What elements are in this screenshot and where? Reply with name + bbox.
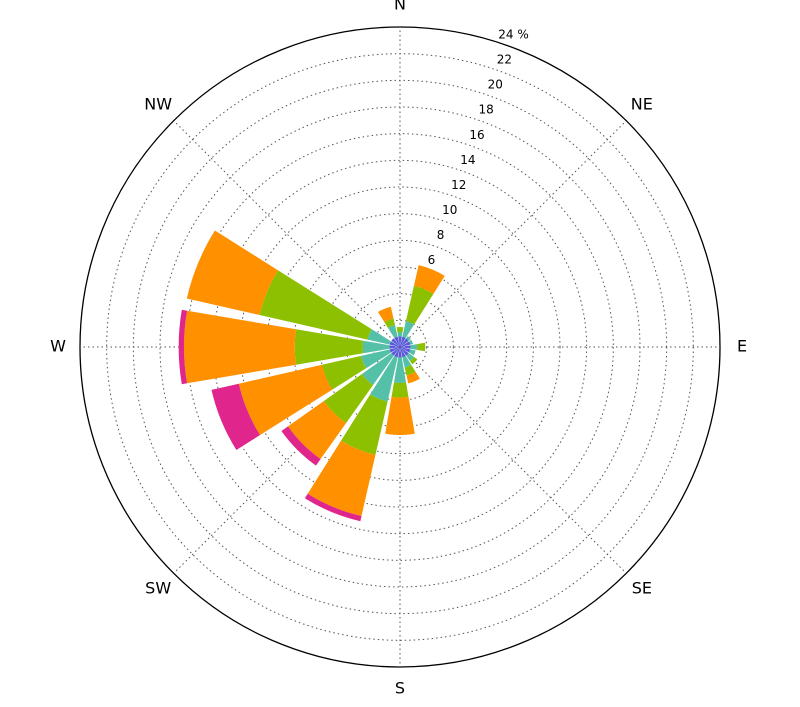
- wind-bar: [211, 383, 261, 450]
- wind-bar: [406, 353, 415, 362]
- wind-bar: [389, 347, 400, 353]
- wind-bar: [183, 310, 297, 384]
- wind-bar: [321, 355, 367, 390]
- wind-bar: [391, 347, 400, 356]
- wind-bar: [294, 329, 364, 365]
- wind-bar: [361, 353, 394, 386]
- wind-bar: [362, 340, 390, 354]
- wind-bar: [238, 364, 333, 436]
- wind-bar: [400, 347, 409, 356]
- wind-bar: [409, 349, 416, 356]
- wind-bar: [186, 230, 279, 316]
- wind-bar: [413, 265, 445, 294]
- wind-bar: [370, 356, 398, 402]
- r-tick-label: 22: [497, 53, 512, 67]
- angular-grid-line: [399, 120, 627, 348]
- wind-bar: [410, 357, 418, 365]
- r-tick-label: 16: [469, 128, 484, 142]
- r-tick-label: 24 %: [498, 28, 529, 42]
- wind-bar: [410, 344, 418, 350]
- wind-bar: [367, 329, 391, 345]
- r-tick-label: 14: [460, 153, 475, 167]
- wind-bar: [323, 373, 374, 424]
- wind-bar: [400, 347, 406, 358]
- wind-bar: [406, 371, 420, 384]
- wind-bar: [404, 365, 416, 376]
- grid-ring: [186, 133, 614, 561]
- wind-bar: [409, 339, 414, 345]
- wind-bar: [389, 341, 400, 347]
- wind-bar: [384, 318, 395, 328]
- wind-bar: [341, 394, 388, 455]
- angular-grid-line: [173, 346, 401, 574]
- wind-bar: [385, 396, 415, 435]
- direction-label: SW: [145, 578, 171, 597]
- wind-bar: [287, 400, 347, 460]
- wind-bar: [387, 324, 398, 338]
- direction-label: SE: [632, 578, 652, 597]
- r-tick-label: 12: [451, 178, 466, 192]
- grid-ring: [106, 53, 694, 641]
- angular-grid-line: [173, 120, 401, 348]
- wind-bar: [398, 336, 402, 347]
- direction-label: NW: [144, 95, 172, 114]
- grid-ring: [239, 186, 561, 508]
- wind-bar: [377, 306, 394, 323]
- wind-bar: [393, 357, 407, 383]
- wind-bar: [398, 347, 402, 358]
- r-tick-label: 8: [437, 228, 445, 242]
- wind-bar: [402, 356, 412, 368]
- grid-ring: [292, 239, 508, 455]
- wind-bar: [400, 345, 411, 349]
- direction-label: W: [50, 337, 66, 356]
- r-tick-label: 18: [479, 103, 494, 117]
- wind-bar: [406, 336, 411, 341]
- r-tick-label: 20: [488, 78, 503, 92]
- wind-bar: [405, 285, 434, 325]
- wind-bar: [360, 349, 391, 369]
- r-tick-label: 6: [428, 253, 436, 267]
- outer-ring: [79, 26, 721, 668]
- wind-bar: [307, 440, 376, 517]
- grid-ring: [319, 266, 481, 428]
- wind-bar: [400, 336, 406, 347]
- wind-bar: [400, 341, 411, 347]
- wind-bar: [304, 493, 362, 522]
- wind-bar: [389, 345, 400, 349]
- wind-bar: [402, 320, 415, 338]
- wind-bar: [397, 332, 403, 337]
- wind-bar: [391, 382, 409, 398]
- grid-ring: [159, 106, 641, 588]
- grid-ring: [132, 79, 668, 615]
- direction-label: N: [394, 0, 406, 14]
- direction-label: NE: [631, 95, 653, 114]
- wind-bar: [281, 426, 321, 466]
- r-tick-label: 10: [442, 203, 457, 217]
- wind-bar: [400, 347, 411, 353]
- direction-label: S: [395, 679, 405, 698]
- wind-bar: [400, 338, 409, 347]
- wind-bar: [417, 342, 426, 352]
- direction-label: E: [737, 337, 747, 356]
- wind-bar: [394, 347, 400, 358]
- wind-bar: [391, 338, 400, 347]
- wind-bar: [259, 270, 372, 340]
- angular-grid-line: [399, 346, 627, 574]
- wind-bar: [396, 327, 404, 333]
- wind-bar: [394, 336, 400, 347]
- wind-bar: [178, 309, 188, 385]
